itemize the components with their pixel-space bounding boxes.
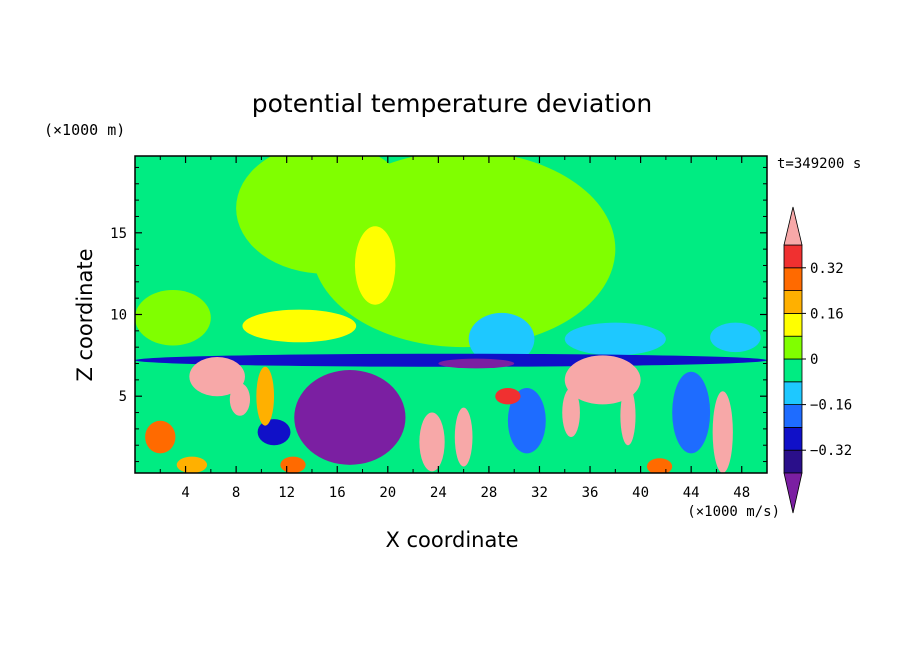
- contour-region: [294, 370, 406, 465]
- contour-region: [646, 458, 673, 473]
- contour-region: [257, 419, 291, 446]
- colorbar-top-arrow: [783, 206, 803, 246]
- y-tick-label: 10: [110, 308, 127, 324]
- contour-region: [495, 388, 521, 405]
- time-label: t=349200 s: [777, 156, 861, 172]
- contour-region: [438, 358, 515, 369]
- x-tick-label: 8: [232, 485, 240, 501]
- x-tick-label: 48: [733, 485, 750, 501]
- contour-region: [189, 356, 245, 397]
- colorbar-label: −0.16: [810, 398, 852, 414]
- contour-region: [468, 312, 535, 366]
- y-tick-label: 15: [110, 226, 127, 242]
- contour-region: [507, 388, 546, 454]
- x-tick-label: 36: [582, 485, 599, 501]
- colorbar-band: [783, 426, 803, 451]
- contour-region: [562, 388, 580, 438]
- contour-region: [564, 322, 666, 356]
- colorbar-band: [783, 358, 803, 383]
- contour-region: [229, 383, 251, 416]
- colorbar-band: [783, 312, 803, 337]
- colorbar-bottom-arrow: [783, 472, 803, 514]
- x-tick-label: 28: [480, 485, 497, 501]
- plot-area: [134, 155, 768, 474]
- x-tick-label: 40: [632, 485, 649, 501]
- x-tick-label: 4: [181, 485, 189, 501]
- contour-region: [454, 407, 473, 467]
- colorbar-band: [783, 244, 803, 269]
- colorbar-label: 0.16: [810, 306, 844, 322]
- contour-region: [419, 412, 445, 472]
- contour-region: [145, 420, 176, 454]
- y-unit-label: (×1000 m): [44, 121, 125, 139]
- x-axis-label: X coordinate: [385, 528, 518, 552]
- contour-region: [354, 226, 396, 305]
- colorbar-label: 0: [810, 352, 818, 368]
- colorbar: −0.32 −0.16 0 0.16 0.32: [783, 206, 852, 514]
- y-tick-label: 5: [119, 389, 127, 405]
- contour-region: [176, 456, 208, 473]
- x-unit-label: (×1000 m/s): [687, 504, 780, 520]
- x-tick-label: 20: [379, 485, 396, 501]
- y-axis-label: Z coordinate: [73, 248, 97, 381]
- colorbar-band: [783, 449, 803, 474]
- x-tick-label: 32: [531, 485, 548, 501]
- colorbar-label: 0.32: [810, 261, 844, 277]
- contour-region: [135, 289, 211, 346]
- contour-region: [672, 371, 711, 454]
- contour-region: [564, 355, 641, 405]
- chart-title: potential temperature deviation: [252, 89, 652, 118]
- contour-region: [242, 309, 357, 343]
- x-tick-label: 16: [329, 485, 346, 501]
- contour-region: [256, 366, 275, 426]
- colorbar-band: [783, 404, 803, 428]
- x-tick-label: 24: [430, 485, 447, 501]
- x-tick-label: 44: [683, 485, 700, 501]
- colorbar-band: [783, 381, 803, 405]
- colorbar-band: [783, 267, 803, 291]
- colorbar-band: [783, 290, 803, 314]
- contour-region: [620, 386, 636, 446]
- contour-region: [710, 322, 761, 353]
- contour-region: [280, 456, 306, 473]
- contour-region: [712, 391, 733, 473]
- colorbar-label: −0.32: [810, 443, 852, 459]
- x-tick-label: 12: [278, 485, 295, 501]
- colorbar-band: [783, 335, 803, 360]
